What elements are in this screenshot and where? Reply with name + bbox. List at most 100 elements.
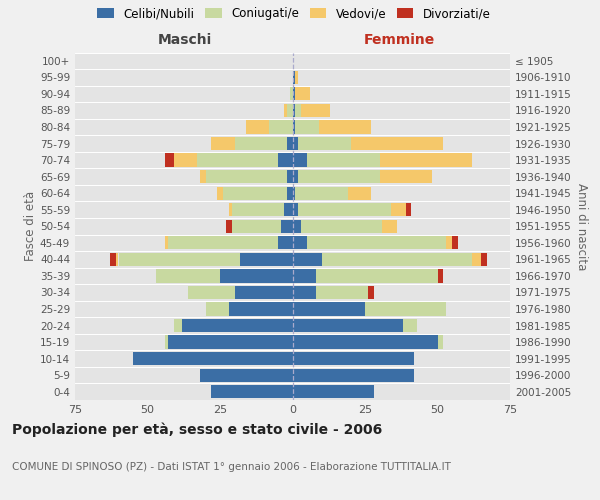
Bar: [235, 286, 293, 299]
Bar: [316, 270, 437, 282]
Bar: [368, 286, 374, 299]
Bar: [200, 170, 205, 183]
Bar: [110, 252, 116, 266]
Bar: [287, 186, 293, 200]
Bar: [284, 203, 293, 216]
Bar: [293, 302, 365, 316]
Bar: [229, 302, 293, 316]
Bar: [229, 203, 232, 216]
Bar: [293, 154, 307, 166]
Bar: [293, 319, 403, 332]
Bar: [316, 286, 368, 299]
Bar: [293, 336, 437, 348]
Bar: [350, 137, 443, 150]
Bar: [298, 170, 380, 183]
Bar: [472, 252, 481, 266]
Text: Maschi: Maschi: [158, 32, 212, 46]
Bar: [168, 336, 293, 348]
Bar: [119, 252, 240, 266]
Bar: [406, 203, 412, 216]
Bar: [284, 104, 287, 117]
Bar: [437, 270, 443, 282]
Bar: [295, 186, 347, 200]
Legend: Celibi/Nubili, Coniugati/e, Vedovi/e, Divorziati/e: Celibi/Nubili, Coniugati/e, Vedovi/e, Di…: [95, 5, 493, 22]
Bar: [240, 252, 293, 266]
Bar: [301, 220, 382, 233]
Bar: [246, 120, 269, 134]
Bar: [287, 170, 293, 183]
Bar: [293, 186, 295, 200]
Bar: [165, 154, 173, 166]
Text: Femmine: Femmine: [364, 32, 436, 46]
Bar: [452, 236, 458, 250]
Bar: [182, 319, 293, 332]
Bar: [295, 104, 301, 117]
Bar: [380, 154, 472, 166]
Bar: [293, 70, 295, 84]
Bar: [293, 104, 295, 117]
Bar: [295, 87, 310, 101]
Bar: [211, 137, 235, 150]
Bar: [293, 286, 316, 299]
Bar: [165, 336, 168, 348]
Bar: [278, 154, 293, 166]
Bar: [293, 87, 295, 101]
Bar: [319, 120, 371, 134]
Bar: [293, 252, 322, 266]
Bar: [293, 137, 298, 150]
Bar: [235, 137, 287, 150]
Bar: [287, 104, 293, 117]
Bar: [165, 236, 168, 250]
Bar: [295, 120, 319, 134]
Bar: [232, 203, 284, 216]
Bar: [116, 252, 118, 266]
Bar: [437, 336, 443, 348]
Bar: [168, 236, 278, 250]
Bar: [200, 368, 293, 382]
Bar: [481, 252, 487, 266]
Bar: [301, 104, 330, 117]
Y-axis label: Fasce di età: Fasce di età: [24, 191, 37, 262]
Bar: [298, 137, 350, 150]
Bar: [293, 368, 415, 382]
Bar: [293, 270, 316, 282]
Bar: [293, 120, 295, 134]
Bar: [293, 352, 415, 365]
Bar: [307, 154, 380, 166]
Bar: [278, 236, 293, 250]
Text: COMUNE DI SPINOSO (PZ) - Dati ISTAT 1° gennaio 2006 - Elaborazione TUTTITALIA.IT: COMUNE DI SPINOSO (PZ) - Dati ISTAT 1° g…: [12, 462, 451, 472]
Bar: [188, 286, 235, 299]
Bar: [403, 319, 417, 332]
Bar: [322, 252, 472, 266]
Bar: [307, 236, 446, 250]
Bar: [205, 170, 287, 183]
Bar: [156, 270, 220, 282]
Bar: [298, 203, 391, 216]
Bar: [391, 203, 406, 216]
Bar: [293, 203, 298, 216]
Bar: [226, 220, 232, 233]
Bar: [347, 186, 371, 200]
Bar: [382, 220, 397, 233]
Bar: [232, 220, 281, 233]
Bar: [281, 220, 293, 233]
Bar: [133, 352, 293, 365]
Text: Popolazione per età, sesso e stato civile - 2006: Popolazione per età, sesso e stato civil…: [12, 422, 382, 437]
Bar: [173, 319, 182, 332]
Bar: [173, 154, 197, 166]
Bar: [205, 302, 229, 316]
Bar: [446, 236, 452, 250]
Bar: [293, 385, 374, 398]
Bar: [380, 170, 432, 183]
Y-axis label: Anni di nascita: Anni di nascita: [575, 182, 588, 270]
Bar: [220, 270, 293, 282]
Bar: [293, 170, 298, 183]
Bar: [269, 120, 293, 134]
Bar: [197, 154, 278, 166]
Bar: [287, 137, 293, 150]
Bar: [217, 186, 223, 200]
Bar: [295, 70, 298, 84]
Bar: [211, 385, 293, 398]
Bar: [223, 186, 287, 200]
Bar: [293, 236, 307, 250]
